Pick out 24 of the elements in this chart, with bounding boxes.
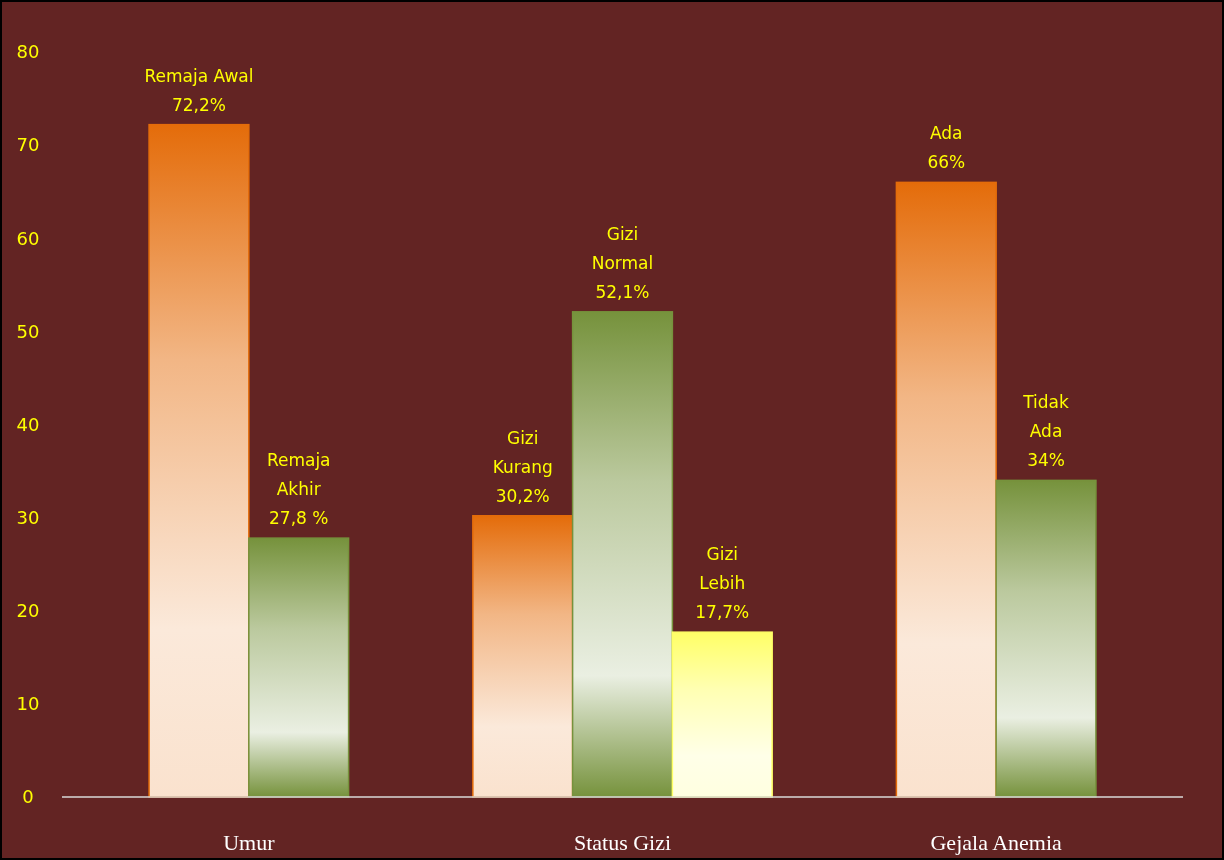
data-label: Ada 66% xyxy=(927,123,966,173)
bar xyxy=(248,537,350,798)
y-tick-label: 70 xyxy=(16,134,40,156)
data-label: Gizi Lebih 17,7% xyxy=(695,544,750,623)
y-tick-label: 40 xyxy=(16,413,40,435)
data-label: Tidak Ada 34% xyxy=(1022,392,1070,471)
y-tick-label: 50 xyxy=(16,320,40,342)
y-tick-label: 60 xyxy=(16,227,40,249)
y-tick-label: 20 xyxy=(16,600,40,622)
bar xyxy=(995,479,1097,798)
bar xyxy=(671,631,773,798)
bar xyxy=(148,123,250,798)
data-label: Remaja Awal 72,2% xyxy=(144,65,254,115)
y-tick-label: 80 xyxy=(16,41,40,63)
data-label: Gizi Normal 52,1% xyxy=(591,223,654,302)
y-tick-label: 10 xyxy=(16,693,40,715)
data-label: Gizi Kurang 30,2% xyxy=(492,427,553,506)
x-tick-label: Umur xyxy=(223,830,276,855)
data-label: Remaja Akhir 27,8 % xyxy=(266,450,331,529)
x-tick-label: Gejala Anemia xyxy=(930,830,1063,855)
y-tick-label: 0 xyxy=(22,786,34,808)
bar xyxy=(895,181,997,798)
x-tick-label: Status Gizi xyxy=(573,830,672,855)
y-tick-label: 30 xyxy=(16,506,40,528)
